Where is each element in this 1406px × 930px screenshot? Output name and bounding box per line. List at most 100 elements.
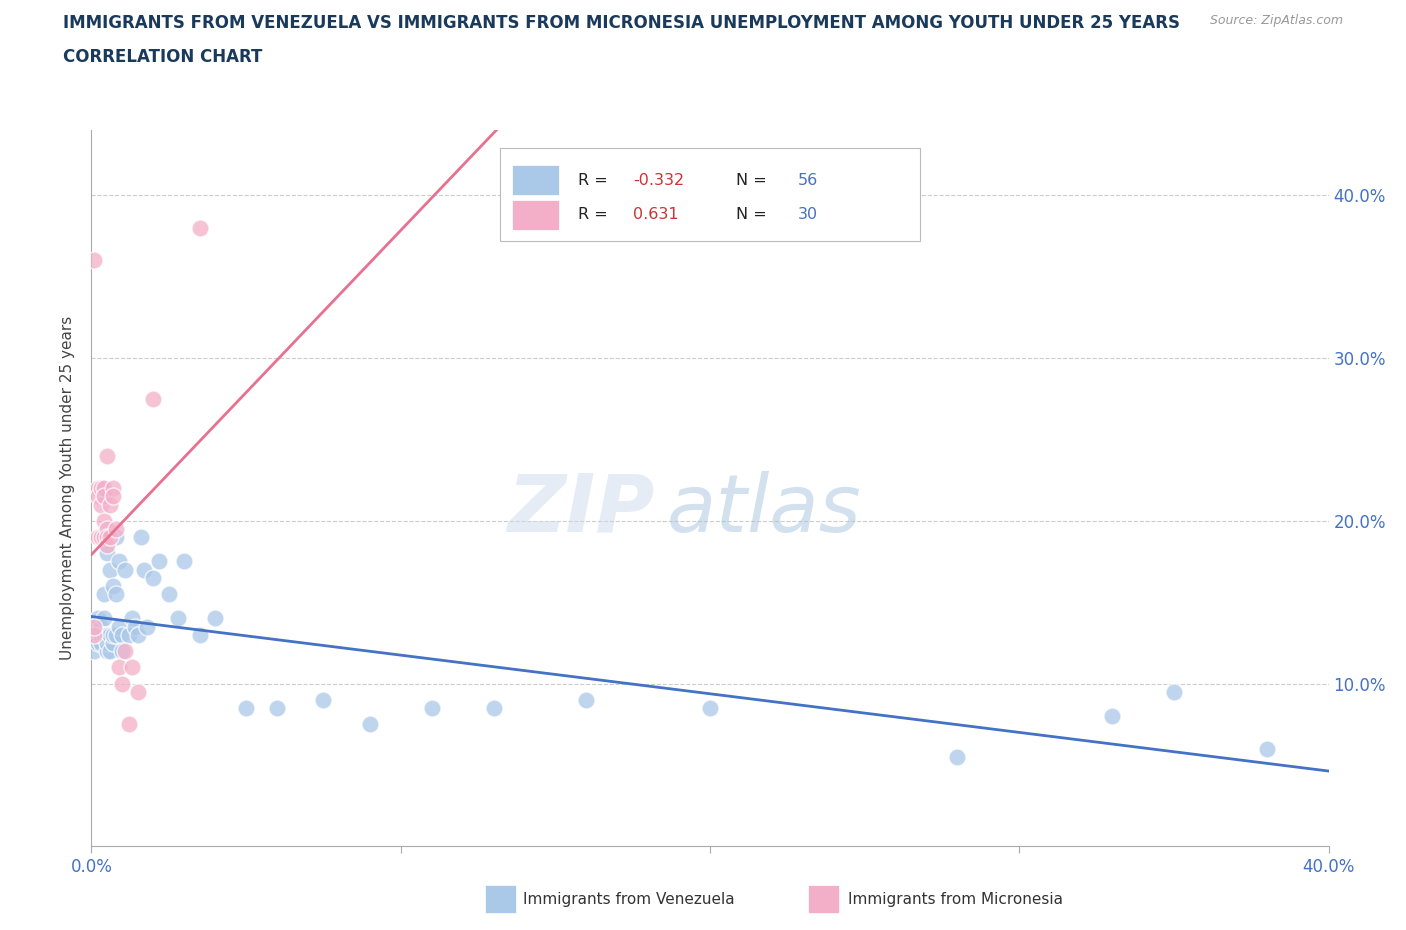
Point <box>124 619 146 634</box>
Point <box>121 611 143 626</box>
Point <box>108 554 131 569</box>
Point <box>93 611 115 626</box>
Point <box>96 546 118 561</box>
Point <box>101 481 124 496</box>
Point <box>90 619 112 634</box>
Text: CORRELATION CHART: CORRELATION CHART <box>63 48 263 66</box>
Point <box>1256 741 1278 756</box>
Point <box>101 628 124 643</box>
Point <box>90 635 112 650</box>
Point <box>98 644 121 658</box>
Point <box>93 481 115 496</box>
FancyBboxPatch shape <box>499 148 921 241</box>
Point <box>86 611 108 626</box>
Point <box>157 587 180 602</box>
Text: Immigrants from Micronesia: Immigrants from Micronesia <box>848 892 1063 907</box>
Text: 0.631: 0.631 <box>633 207 679 222</box>
Point <box>117 717 139 732</box>
Point <box>173 554 195 569</box>
Text: 30: 30 <box>797 207 818 222</box>
Y-axis label: Unemployment Among Youth under 25 years: Unemployment Among Youth under 25 years <box>60 316 76 660</box>
Point <box>83 628 105 643</box>
Point <box>90 628 112 643</box>
Point <box>86 481 108 496</box>
Point <box>129 530 152 545</box>
Point <box>312 692 335 708</box>
Point <box>96 644 118 658</box>
Point <box>121 660 143 675</box>
Point <box>101 635 124 650</box>
Point <box>83 619 105 634</box>
Point <box>96 635 118 650</box>
Point <box>111 676 134 691</box>
Point <box>101 578 124 593</box>
Point <box>108 619 131 634</box>
Point <box>1163 684 1185 699</box>
Point <box>108 660 131 675</box>
Point <box>93 587 115 602</box>
Text: ZIP: ZIP <box>508 471 654 549</box>
Text: R =: R = <box>578 207 613 222</box>
Point <box>699 700 721 715</box>
Text: atlas: atlas <box>666 471 862 549</box>
Point <box>96 448 118 463</box>
Point <box>98 498 121 512</box>
Point <box>90 498 112 512</box>
Text: N =: N = <box>735 173 772 188</box>
Point <box>235 700 257 715</box>
Point <box>86 530 108 545</box>
Point <box>105 628 128 643</box>
Text: -0.332: -0.332 <box>633 173 685 188</box>
Point <box>90 628 112 643</box>
Point <box>83 644 105 658</box>
Text: R =: R = <box>578 173 613 188</box>
Point <box>101 489 124 504</box>
Point <box>136 619 159 634</box>
Point <box>575 692 598 708</box>
Point <box>117 628 139 643</box>
Point <box>111 628 134 643</box>
Text: Source: ZipAtlas.com: Source: ZipAtlas.com <box>1209 14 1343 27</box>
Point <box>105 587 128 602</box>
Point <box>359 717 381 732</box>
Point <box>96 522 118 537</box>
Point <box>114 562 136 577</box>
Text: 56: 56 <box>797 173 818 188</box>
Point <box>93 628 115 643</box>
Point <box>1101 709 1123 724</box>
Text: IMMIGRANTS FROM VENEZUELA VS IMMIGRANTS FROM MICRONESIA UNEMPLOYMENT AMONG YOUTH: IMMIGRANTS FROM VENEZUELA VS IMMIGRANTS … <box>63 14 1180 32</box>
Point <box>98 530 121 545</box>
Point <box>96 538 118 552</box>
Point <box>127 684 149 699</box>
Point <box>105 522 128 537</box>
Text: Immigrants from Venezuela: Immigrants from Venezuela <box>523 892 735 907</box>
Point <box>86 635 108 650</box>
Point <box>96 628 118 643</box>
Point <box>86 619 108 634</box>
Point <box>188 220 211 235</box>
Point <box>111 644 134 658</box>
Point <box>142 570 165 585</box>
Point <box>266 700 288 715</box>
Point <box>96 530 118 545</box>
Point <box>90 481 112 496</box>
Point <box>132 562 155 577</box>
Point <box>148 554 170 569</box>
Point <box>127 628 149 643</box>
Point <box>114 644 136 658</box>
Point <box>86 489 108 504</box>
Point <box>946 750 969 764</box>
Point <box>167 611 190 626</box>
Point <box>420 700 443 715</box>
FancyBboxPatch shape <box>512 200 560 230</box>
FancyBboxPatch shape <box>512 166 560 195</box>
Point <box>93 530 115 545</box>
Point <box>93 513 115 528</box>
Point <box>83 253 105 268</box>
Point <box>98 562 121 577</box>
Point <box>83 628 105 643</box>
Point <box>188 628 211 643</box>
Point <box>105 530 128 545</box>
Point <box>482 700 505 715</box>
Point <box>204 611 226 626</box>
